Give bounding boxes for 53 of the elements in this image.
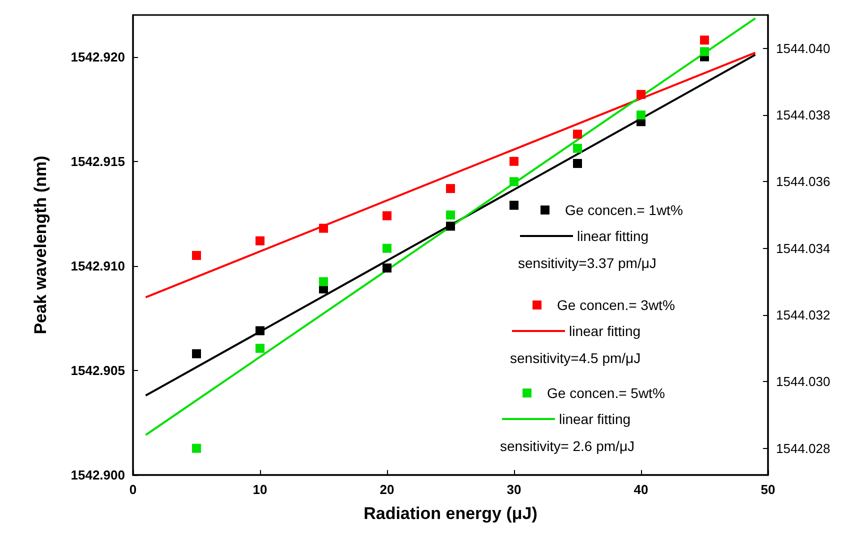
y2-tick-label: 1544.034 — [776, 240, 830, 256]
y2-tick-label: 1544.030 — [776, 374, 830, 390]
legend-label: Ge concen.= 1wt% — [565, 202, 683, 218]
point — [382, 244, 392, 253]
y-tick-label: 1542.915 — [70, 154, 125, 169]
point — [382, 264, 392, 272]
y2-tick-label: 1544.036 — [776, 174, 830, 190]
point — [192, 250, 201, 260]
y-tick-label: 1542.905 — [70, 362, 125, 378]
point — [319, 277, 328, 286]
x-tick-label: 50 — [760, 482, 776, 497]
y-tick-label: 1542.920 — [70, 49, 125, 64]
annotation: sensitivity=4.5 pm/μJ — [510, 350, 641, 366]
point — [256, 326, 264, 336]
legend-label: linear fitting — [569, 323, 641, 339]
y-axis-title: Peak wavelength (nm) — [31, 156, 50, 334]
point — [446, 210, 455, 220]
point — [256, 236, 264, 246]
point — [573, 144, 582, 153]
y-tick-label: 1542.910 — [70, 258, 125, 274]
point — [319, 224, 328, 233]
legend-label: Ge concen.= 3wt% — [557, 297, 675, 313]
point — [636, 110, 646, 120]
x-tick-label: 30 — [506, 482, 522, 497]
x-axis-title: Radiation energy (μJ) — [364, 504, 538, 523]
point — [446, 222, 455, 231]
y2-tick-label: 1544.040 — [776, 40, 830, 56]
point — [192, 349, 201, 358]
point — [510, 177, 518, 186]
y2-tick-label: 1544.038 — [776, 108, 830, 122]
point — [700, 36, 709, 45]
legend-label: linear fitting — [577, 228, 649, 244]
y2-tick-label: 1544.032 — [776, 308, 830, 322]
legend-label: linear fitting — [559, 411, 631, 427]
annotation: sensitivity= 2.6 pm/μJ — [500, 438, 635, 454]
x-tick-label: 40 — [634, 482, 648, 497]
point — [573, 130, 582, 139]
point — [256, 344, 264, 353]
point — [446, 184, 455, 194]
point — [636, 90, 646, 99]
x-tick-label: 0 — [129, 482, 137, 497]
y-tick-label: 1542.900 — [70, 468, 125, 482]
point — [382, 211, 392, 220]
point — [510, 200, 518, 210]
point — [573, 158, 582, 168]
legend-label: Ge concen.= 5wt% — [547, 385, 665, 401]
point — [700, 47, 709, 56]
annotation: sensitivity=3.37 pm/μJ — [518, 255, 656, 271]
point — [510, 156, 518, 166]
point — [192, 444, 201, 453]
x-tick-label: 20 — [380, 482, 394, 497]
y2-tick-label: 1544.028 — [776, 440, 830, 456]
x-tick-label: 10 — [252, 482, 268, 497]
